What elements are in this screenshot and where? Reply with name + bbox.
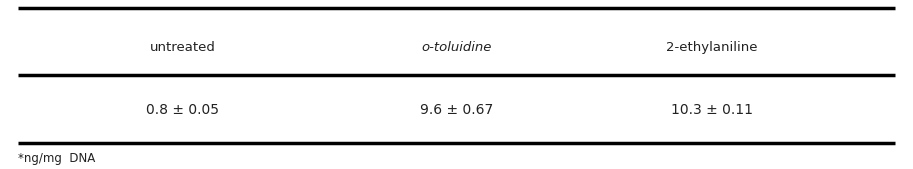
Text: untreated: untreated — [150, 41, 215, 54]
Text: 2-ethylaniline: 2-ethylaniline — [666, 41, 758, 54]
Text: 10.3 ± 0.11: 10.3 ± 0.11 — [671, 103, 753, 117]
Text: o-toluidine: o-toluidine — [421, 41, 492, 54]
Text: 0.8 ± 0.05: 0.8 ± 0.05 — [146, 103, 219, 117]
Text: *ng/mg  DNA: *ng/mg DNA — [18, 152, 96, 165]
Text: 9.6 ± 0.67: 9.6 ± 0.67 — [420, 103, 493, 117]
